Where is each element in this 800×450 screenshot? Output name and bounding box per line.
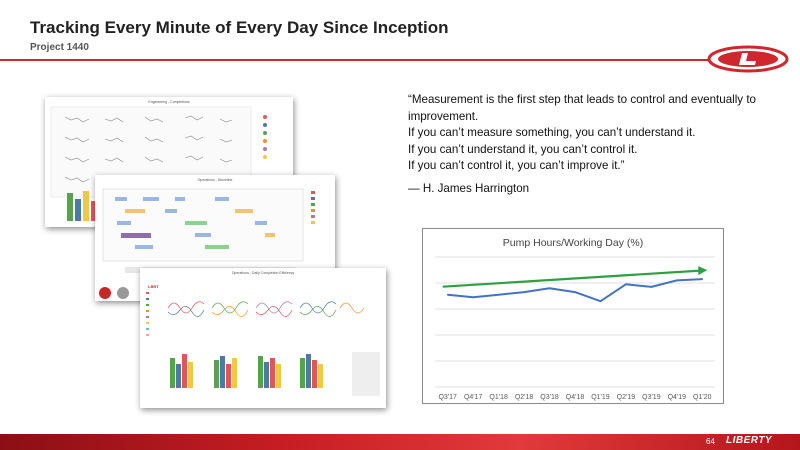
data-point xyxy=(472,296,474,299)
screenshot-title: Operations - Daily Completion Efficiency xyxy=(231,271,295,275)
x-tick-label: Q2'18 xyxy=(515,394,534,401)
footer-logo-text: LIBERTY xyxy=(726,435,773,446)
x-tick-label: Q2'19 xyxy=(617,394,636,401)
data-point xyxy=(599,300,602,302)
x-tick-label: Q1'19 xyxy=(591,394,610,401)
data-point xyxy=(523,291,525,293)
quote-attribution: — H. James Harrington xyxy=(408,182,530,195)
dashboard-thumbnail-graphic: LBRT xyxy=(146,284,380,396)
x-tick-label: Q1'20 xyxy=(693,394,712,401)
x-tick-label: Q3'19 xyxy=(642,394,661,401)
quote-line: If you can’t measure something, you can’… xyxy=(408,126,696,139)
x-tick-label: Q4'18 xyxy=(566,394,585,401)
footer-band xyxy=(0,434,800,450)
pump-hours-chart: Pump Hours/Working Day (%) Q3'17 Q4'17 Q1'… xyxy=(422,228,724,404)
data-point xyxy=(676,279,678,282)
x-tick-label: Q3'18 xyxy=(540,394,559,401)
data-point xyxy=(650,286,653,288)
page-number: 64 xyxy=(706,437,715,446)
screenshot-title: Operations - Stoneline xyxy=(197,178,233,182)
data-point xyxy=(625,283,627,286)
quote-line: If you can’t understand it, you can’t co… xyxy=(408,142,638,156)
x-tick-label: Q3'17 xyxy=(438,394,457,401)
quote-line: “Measurement is the first step that lead… xyxy=(408,93,756,123)
data-point xyxy=(701,278,704,280)
trend-arrow-head xyxy=(698,266,708,276)
quote-line: If you can’t control it, you can’t impro… xyxy=(408,159,625,172)
trend-arrow-line xyxy=(442,269,701,288)
x-tick-label: Q4'17 xyxy=(464,394,483,401)
x-tick-label: Q4'19 xyxy=(668,394,687,401)
screenshot-title: Engineering - Completions xyxy=(148,100,190,104)
data-point xyxy=(574,291,576,293)
svg-text:LBRT: LBRT xyxy=(148,284,159,289)
slide-title: Tracking Every Minute of Every Day Since… xyxy=(30,18,449,37)
liberty-logo-icon xyxy=(707,45,789,73)
data-point xyxy=(446,293,449,296)
data-point xyxy=(497,293,500,296)
slide-subtitle: Project 1440 xyxy=(30,42,89,53)
quote-block: “Measurement is the first step that lead… xyxy=(408,92,780,175)
series-line xyxy=(447,278,703,303)
pump-hours-chart-svg: Pump Hours/Working Day (%) Q3'17 Q4'17 Q1'… xyxy=(435,237,715,401)
data-point xyxy=(548,287,551,289)
header-divider xyxy=(0,59,720,61)
chart-title: Pump Hours/Working Day (%) xyxy=(503,237,643,249)
x-tick-label: Q1'18 xyxy=(489,394,508,401)
dashboard-screenshot-efficiency: Operations - Daily Completion Efficiency… xyxy=(140,268,386,408)
